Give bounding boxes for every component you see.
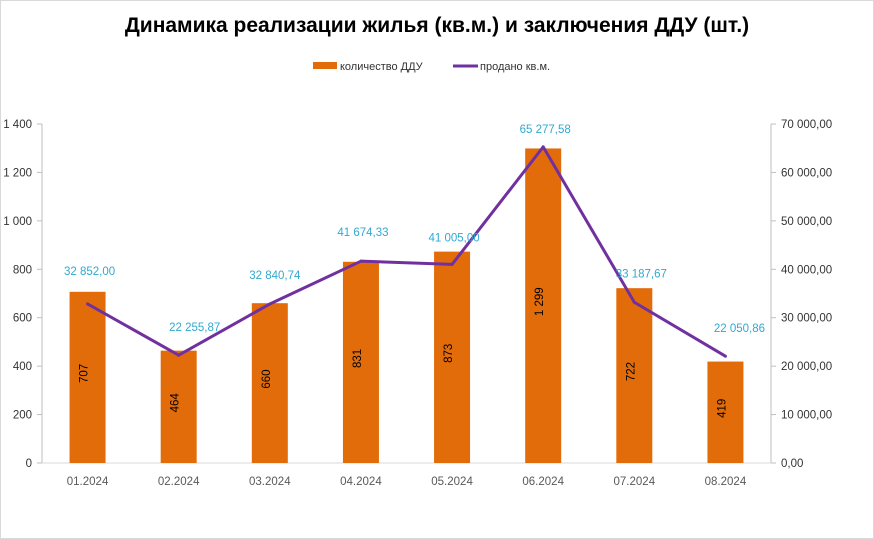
x-tick-label: 03.2024: [249, 476, 291, 488]
line-point: [541, 145, 545, 149]
right-tick-label: 50 000,00: [781, 216, 832, 228]
line-data-label: 33 187,67: [616, 268, 667, 280]
line-data-label: 41 005,00: [428, 232, 479, 244]
line-data-label: 32 852,00: [64, 266, 115, 278]
left-tick-label: 800: [13, 264, 32, 276]
line-data-label: 32 840,74: [249, 270, 301, 282]
right-tick-label: 30 000,00: [781, 313, 832, 325]
left-tick-label: 600: [13, 313, 32, 325]
bar: [69, 291, 106, 463]
line-data-label: 41 674,33: [337, 227, 388, 239]
x-tick-label: 01.2024: [67, 476, 109, 488]
x-tick-label: 05.2024: [431, 476, 473, 488]
right-tick-label: 0,00: [781, 458, 803, 470]
right-tick-label: 40 000,00: [781, 264, 832, 276]
bar: [434, 251, 471, 463]
bar-data-label: 707: [79, 364, 91, 383]
bar-data-label: 464: [170, 393, 182, 413]
line-data-label: 65 277,58: [520, 124, 571, 136]
x-tick-label: 07.2024: [614, 476, 656, 488]
bar: [251, 303, 288, 463]
left-tick-label: 1 200: [3, 167, 32, 179]
right-tick-label: 10 000,00: [781, 410, 832, 422]
line-point: [450, 262, 454, 266]
legend-label-bar: количество ДДУ: [340, 61, 424, 73]
bar: [707, 361, 744, 463]
legend-swatch-bar: [313, 62, 337, 69]
x-tick-label: 08.2024: [705, 476, 747, 488]
bar-data-label: 419: [716, 399, 728, 418]
line-data-label: 22 050,86: [714, 323, 765, 335]
right-tick-label: 70 000,00: [781, 119, 832, 131]
bar-data-label: 722: [625, 362, 637, 381]
bar: [525, 148, 562, 463]
bar: [160, 350, 197, 463]
left-tick-label: 0: [26, 458, 32, 470]
x-tick-label: 06.2024: [522, 476, 564, 488]
line-point: [268, 302, 272, 306]
line-point: [177, 353, 181, 357]
left-tick-label: 400: [13, 361, 32, 373]
left-tick-label: 1 000: [3, 216, 32, 228]
chart-title: Динамика реализации жилья (кв.м.) и закл…: [124, 14, 750, 37]
bar-data-label: 1 299: [534, 287, 546, 316]
bar: [616, 288, 653, 463]
line-point: [86, 302, 90, 306]
right-tick-label: 20 000,00: [781, 361, 832, 373]
bar-data-label: 831: [352, 349, 364, 368]
line-point: [632, 300, 636, 304]
left-tick-label: 200: [13, 410, 32, 422]
bar-data-label: 873: [443, 344, 455, 363]
line-series: [86, 145, 727, 358]
bar: [342, 261, 379, 463]
legend-label-line: продано кв.м.: [480, 61, 550, 73]
x-tick-label: 04.2024: [340, 476, 382, 488]
left-tick-label: 1 400: [3, 119, 32, 131]
right-tick-label: 60 000,00: [781, 167, 832, 179]
line-data-label: 22 255,87: [169, 322, 220, 334]
x-tick-label: 02.2024: [158, 476, 200, 488]
line-point: [359, 259, 363, 263]
line-point: [723, 354, 727, 358]
bar-data-label: 660: [261, 369, 273, 388]
